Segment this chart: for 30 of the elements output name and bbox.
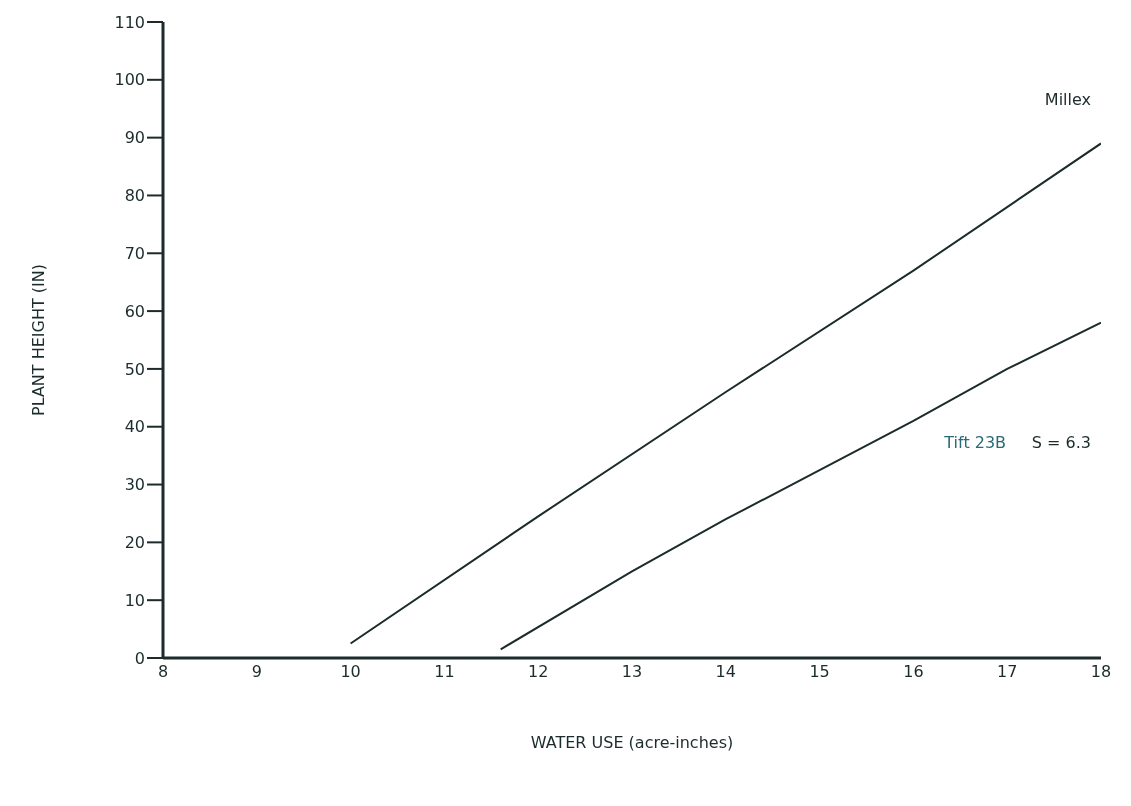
x-tick-label: 17 (997, 662, 1018, 682)
annotation: S = 6.3 (1031, 432, 1091, 452)
x-tick-label: 15 (809, 662, 830, 682)
x-tick-label: 12 (528, 662, 549, 682)
y-tick-label: 0 (134, 648, 145, 668)
x-axis-title: WATER USE (acre-inches) (530, 733, 734, 752)
line-series (499, 321, 1101, 651)
y-tick-label: 100 (114, 70, 145, 90)
line-series (349, 142, 1101, 645)
x-tick-label: 14 (715, 662, 736, 682)
y-tick-label: 50 (124, 359, 145, 379)
y-tick-label: 80 (124, 186, 145, 206)
y-tick-label: 20 (124, 533, 145, 553)
y-tick-label: 60 (124, 301, 145, 321)
x-tick-label: 8 (157, 662, 169, 682)
y-tick-label: 40 (124, 417, 145, 437)
x-tick-label: 10 (340, 662, 361, 682)
text: Millex (1044, 90, 1091, 110)
x-tick-label: 13 (621, 662, 643, 682)
y-axis-title: PLANT HEIGHT (IN) (28, 263, 48, 417)
x-tick-label: 9 (251, 662, 262, 682)
y-tick-label: 110 (114, 12, 145, 32)
x-tick-label: 11 (434, 662, 455, 682)
y-tick-label: 90 (124, 128, 145, 148)
y-tick-label: 10 (124, 590, 145, 610)
x-tick-label: 18 (1090, 662, 1112, 682)
series-label: Tift 23B (944, 432, 1006, 452)
y-tick-label: 30 (124, 475, 145, 495)
y-tick-label: 70 (124, 243, 145, 263)
x-tick-label: 16 (903, 662, 924, 682)
